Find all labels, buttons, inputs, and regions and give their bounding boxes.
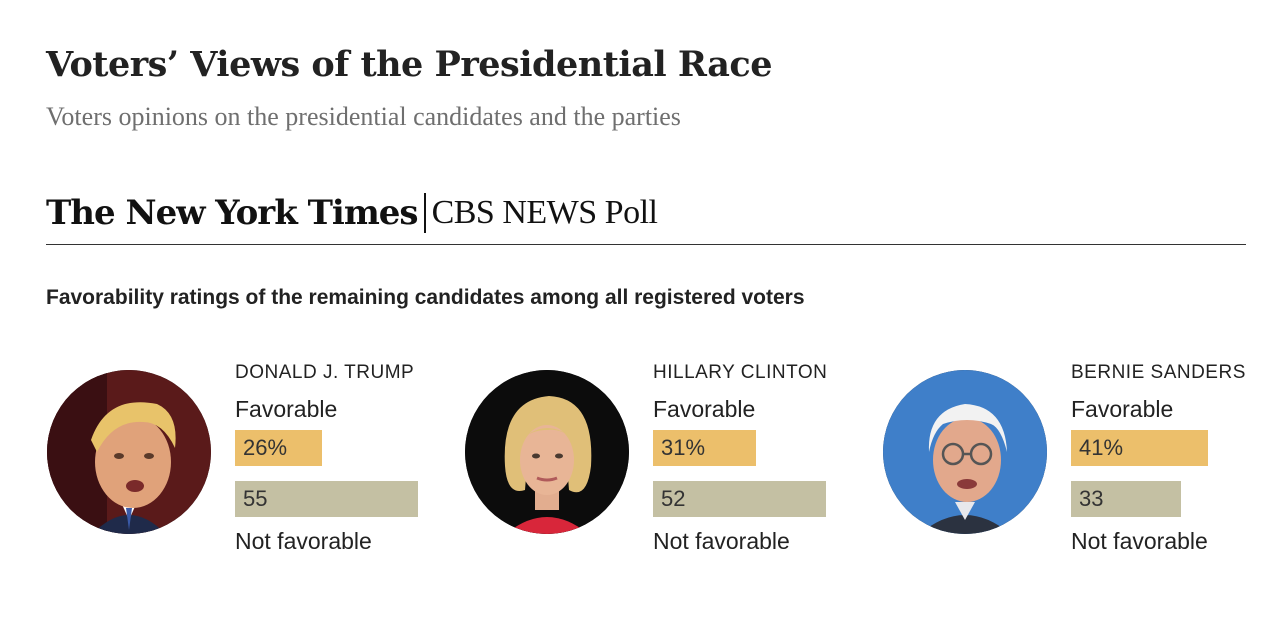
nyt-logo: The New York Times bbox=[46, 193, 419, 233]
unfavorable-label: Not favorable bbox=[1071, 528, 1208, 554]
favorable-label: Favorable bbox=[235, 396, 338, 422]
unfavorable-bar: 55 bbox=[235, 481, 418, 517]
unfavorable-value: 52 bbox=[661, 486, 686, 511]
favorable-label: Favorable bbox=[653, 396, 756, 422]
page-title: Voters’ Views of the Presidential Race bbox=[46, 44, 773, 85]
brand-divider bbox=[423, 193, 426, 233]
candidate-panel-clinton: HILLARY CLINTON Favorable 31% 52 Not fav… bbox=[465, 360, 865, 560]
favorable-value: 31% bbox=[661, 435, 706, 460]
trump-photo bbox=[47, 370, 211, 534]
unfavorable-value: 33 bbox=[1079, 486, 1104, 511]
poll-name: CBS NEWS Poll bbox=[431, 194, 658, 231]
favorable-bar: 31% bbox=[653, 430, 756, 466]
sanders-photo bbox=[883, 370, 1047, 534]
favorable-label: Favorable bbox=[1071, 396, 1174, 422]
candidate-name: BERNIE SANDERS bbox=[1071, 362, 1246, 383]
favorable-bar: 41% bbox=[1071, 430, 1208, 466]
candidate-name: DONALD J. TRUMP bbox=[235, 362, 415, 383]
unfavorable-bar: 33 bbox=[1071, 481, 1181, 517]
page-subtitle: Voters opinions on the presidential cand… bbox=[46, 102, 681, 131]
unfavorable-label: Not favorable bbox=[653, 528, 790, 554]
unfavorable-value: 55 bbox=[243, 486, 268, 511]
clinton-photo bbox=[465, 370, 629, 534]
header-rule bbox=[46, 244, 1246, 245]
chart-title: Favorability ratings of the remaining ca… bbox=[46, 286, 805, 309]
candidate-panel-sanders: BERNIE SANDERS Favorable 41% 33 Not favo… bbox=[883, 360, 1283, 560]
unfavorable-label: Not favorable bbox=[235, 528, 372, 554]
favorable-value: 41% bbox=[1079, 435, 1124, 460]
favorable-value: 26% bbox=[243, 435, 288, 460]
unfavorable-bar: 52 bbox=[653, 481, 826, 517]
candidate-panel-trump: DONALD J. TRUMP Favorable 26% 55 Not fav… bbox=[47, 360, 447, 560]
candidate-name: HILLARY CLINTON bbox=[653, 362, 828, 383]
brand-lockup: The New York Times CBS NEWS Poll bbox=[46, 188, 658, 238]
favorable-bar: 26% bbox=[235, 430, 322, 466]
